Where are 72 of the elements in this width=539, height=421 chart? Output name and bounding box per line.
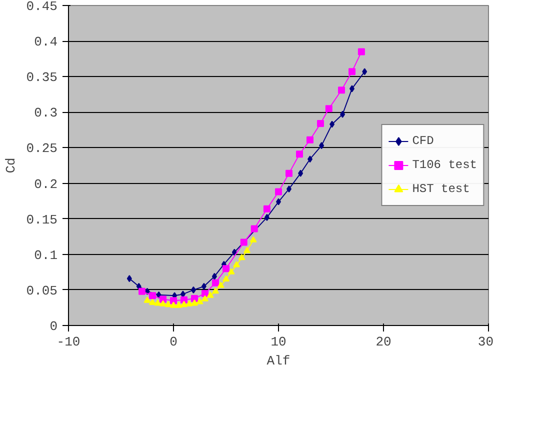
- y-tick-label: 0.1: [34, 248, 58, 263]
- y-tick-label: 0.25: [26, 141, 58, 156]
- point: [233, 261, 240, 268]
- point: [191, 294, 198, 302]
- point: [240, 238, 248, 246]
- point: [264, 214, 270, 221]
- y-tick-label: 0.2: [34, 176, 58, 192]
- point: [340, 110, 346, 118]
- point: [222, 275, 230, 282]
- point: [138, 288, 146, 295]
- y-axis-title: Cd: [3, 158, 18, 174]
- y-tick-label: 0: [50, 319, 58, 334]
- point: [190, 286, 196, 294]
- point: [164, 300, 172, 308]
- y-tick-label: 0.15: [26, 212, 58, 228]
- point: [212, 279, 219, 286]
- point: [348, 68, 356, 76]
- point: [263, 205, 270, 212]
- point: [212, 272, 217, 280]
- point: [250, 225, 258, 232]
- point: [306, 136, 314, 144]
- y-tick-label: 0.3: [34, 106, 58, 121]
- point: [232, 248, 237, 256]
- point: [244, 246, 250, 254]
- point: [180, 300, 188, 308]
- point: [154, 299, 162, 306]
- point: [170, 297, 177, 304]
- point: [358, 48, 365, 56]
- point: [250, 236, 257, 242]
- point: [186, 300, 193, 306]
- point: [206, 292, 214, 298]
- legend-label: T106 test: [412, 158, 477, 172]
- point: [160, 296, 166, 303]
- point: [286, 170, 292, 177]
- point: [298, 170, 304, 177]
- point: [126, 275, 132, 282]
- x-tick-label: 0: [170, 334, 178, 350]
- x-tick-label: -10: [56, 334, 80, 350]
- point: [338, 86, 345, 94]
- point: [201, 282, 206, 290]
- point: [149, 298, 156, 305]
- point: [170, 302, 177, 308]
- legend-label: CFD: [412, 134, 434, 148]
- point: [160, 300, 166, 306]
- point: [202, 295, 208, 302]
- y-tick-label: 0.05: [26, 283, 58, 298]
- point: [362, 68, 368, 76]
- x-tick-label: 20: [376, 334, 392, 350]
- point: [330, 120, 335, 128]
- point: [212, 287, 219, 294]
- point: [217, 282, 224, 288]
- point: [238, 254, 246, 260]
- y-tick-label: 0.35: [26, 70, 58, 86]
- point: [228, 268, 235, 274]
- point: [196, 298, 204, 304]
- point: [325, 105, 332, 112]
- point: [144, 296, 151, 303]
- y-tick-label: 0.45: [26, 0, 58, 14]
- y-tick-label: 0.4: [34, 34, 58, 50]
- point: [275, 188, 282, 196]
- point: [202, 290, 208, 297]
- x-tick-label: 30: [478, 334, 494, 350]
- legend-label: HST test: [412, 182, 470, 196]
- point: [191, 299, 198, 306]
- point: [175, 302, 182, 308]
- point: [319, 142, 324, 150]
- point: [296, 150, 303, 158]
- x-axis-title: Alf: [266, 354, 290, 368]
- x-tick-label: 10: [270, 334, 286, 350]
- point: [317, 120, 324, 128]
- point: [149, 292, 156, 300]
- point: [222, 265, 230, 272]
